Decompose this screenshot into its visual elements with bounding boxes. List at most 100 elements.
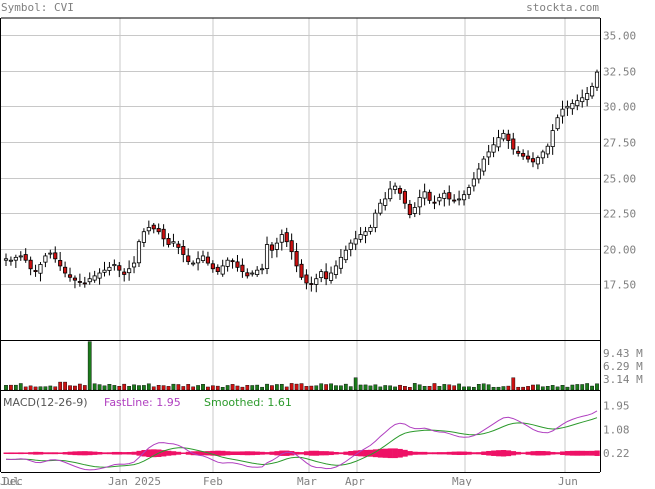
macd-histogram-bar: [333, 451, 339, 455]
volume-bar: [210, 385, 215, 391]
candle-up: [491, 144, 496, 153]
macd-histogram-bar: [382, 448, 388, 458]
macd-histogram-bar: [589, 450, 595, 456]
candle-up: [97, 272, 102, 279]
volume-bar: [521, 386, 525, 391]
volume-bar: [506, 385, 511, 391]
candle-up: [580, 97, 585, 103]
candle-up: [255, 269, 260, 275]
volume-bar: [427, 386, 432, 391]
macd-histogram-bar: [432, 452, 438, 455]
macd-histogram-bar: [353, 450, 359, 456]
candle-down: [67, 274, 73, 278]
macd-histogram-bar: [18, 452, 24, 455]
candle-up: [594, 71, 600, 88]
candle-down: [230, 260, 235, 263]
candle-up: [343, 249, 348, 261]
candle-up: [191, 262, 196, 265]
volume-bar: [452, 385, 457, 391]
macd-histogram-bar: [397, 448, 403, 458]
candle-down: [156, 228, 161, 233]
macd-histogram-bar: [244, 451, 251, 456]
month-tick-label: Dec: [3, 475, 23, 486]
macd-histogram-bar: [564, 451, 571, 456]
macd-histogram-bar: [146, 449, 152, 458]
grid-lines: [1, 18, 600, 472]
volume-tick-label: 9.43 M: [603, 347, 643, 360]
macd-histogram-bar: [254, 451, 260, 455]
macd-histogram-bar: [42, 452, 49, 455]
candle-up: [393, 185, 398, 190]
candle-down: [151, 224, 156, 230]
macd-histogram-bar: [515, 451, 521, 455]
candle-up: [550, 130, 555, 147]
macd-histogram-bar: [505, 450, 512, 457]
volume-bar: [166, 386, 171, 391]
macd-histogram-bar: [102, 452, 108, 455]
candle-up: [501, 133, 506, 140]
macd-histogram-bar: [550, 451, 556, 455]
macd-histogram-bar: [343, 451, 349, 455]
price-tick-label: 32.50: [603, 66, 636, 79]
candle-down: [215, 266, 220, 273]
volume-bar: [422, 386, 427, 391]
candle-up: [570, 103, 575, 110]
macd-histogram-bar: [456, 451, 462, 456]
candle-up: [378, 202, 383, 214]
macd-histogram-bar: [348, 451, 354, 456]
macd-histogram-bar: [407, 451, 413, 456]
volume-bar: [171, 383, 176, 391]
candle-down: [181, 246, 186, 255]
candle-down: [77, 281, 82, 283]
volume-bar: [265, 383, 269, 391]
volume-bar: [472, 386, 476, 391]
volume-bar: [432, 383, 437, 391]
month-tick-label: Jul: [0, 475, 20, 486]
volume-bar: [511, 377, 516, 391]
candle-up: [328, 272, 334, 281]
volume-bar: [117, 386, 122, 391]
macd-tick-label: 1.95: [603, 399, 630, 412]
candle-down: [166, 238, 171, 245]
macd-histogram-bar: [525, 451, 531, 455]
volume-bar: [373, 384, 378, 391]
macd-histogram-bar: [264, 452, 270, 455]
macd-histogram-bar: [579, 450, 585, 456]
macd-histogram-bar: [328, 451, 334, 456]
candle-up: [368, 227, 373, 232]
macd-histogram-bar: [560, 451, 566, 456]
volume-bar: [23, 386, 28, 391]
macd-histogram-bar: [358, 450, 364, 457]
macd-histogram-bar: [57, 452, 63, 455]
candle-up: [250, 272, 255, 275]
volume-bar: [486, 384, 491, 391]
macd-histogram-bar: [269, 451, 275, 455]
macd-histogram-bar: [323, 451, 329, 456]
brand-label[interactable]: stockta.com: [526, 1, 599, 14]
candle-up: [545, 145, 550, 155]
volume-bar: [575, 384, 580, 391]
candle-down: [63, 266, 68, 274]
volume-bar: [255, 384, 260, 391]
macd-histogram-bar: [446, 451, 453, 455]
axis-ticks: 17.50 20.00 22.50 25.00 27.50 30.00 32.50 35.00…: [0, 30, 643, 489]
candle-up: [220, 265, 225, 275]
macd-histogram-bar: [136, 450, 142, 456]
volume-bar: [590, 385, 594, 391]
candle-up: [496, 137, 501, 148]
candle-up: [92, 275, 97, 281]
candle-down: [72, 277, 78, 281]
volume-bar: [87, 341, 92, 391]
volume-bar: [462, 386, 466, 391]
macd-histogram-bar: [510, 451, 517, 456]
candle-down: [402, 191, 407, 204]
volume-bar: [491, 386, 496, 391]
macd-histogram-bar: [116, 451, 123, 455]
candle-up: [412, 207, 417, 214]
volume-bar: [13, 384, 18, 391]
volume-bar: [102, 385, 107, 391]
candle-down: [245, 272, 250, 277]
volume-bar: [225, 385, 230, 391]
candle-down: [397, 188, 403, 194]
candle-down: [304, 274, 309, 284]
